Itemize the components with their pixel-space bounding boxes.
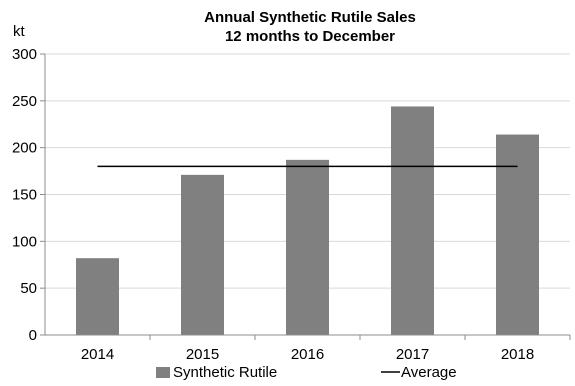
y-tick-label: 0 xyxy=(29,327,37,344)
y-tick-label: 250 xyxy=(12,93,37,110)
x-tick-label-2018: 2018 xyxy=(501,346,534,363)
legend: Synthetic Rutile Average xyxy=(156,364,457,381)
bar-2014 xyxy=(76,258,119,335)
bar-2018 xyxy=(496,134,539,335)
chart-title: Annual Synthetic Rutile Sales xyxy=(204,9,416,26)
x-tick-label-2015: 2015 xyxy=(186,346,219,363)
legend-label-average: Average xyxy=(401,364,457,381)
y-tick-label: 300 xyxy=(12,46,37,63)
bars xyxy=(76,106,539,335)
x-tick-label-2016: 2016 xyxy=(291,346,324,363)
axes: 0 50 100 150 200 250 300 2014 2015 2016 2017 2018 xyxy=(12,46,571,363)
y-tick-label: 100 xyxy=(12,233,37,250)
x-tick-label-2017: 2017 xyxy=(396,346,429,363)
legend-swatch-synthetic-rutile xyxy=(156,367,170,378)
bar-2016 xyxy=(286,159,329,335)
y-tick-label: 150 xyxy=(12,187,37,204)
x-tick-label-2014: 2014 xyxy=(81,346,114,363)
y-tick-label: 50 xyxy=(20,280,37,297)
y-tick-label: 200 xyxy=(12,140,37,157)
chart-subtitle: 12 months to December xyxy=(225,28,395,45)
bar-2015 xyxy=(181,174,224,335)
legend-label-synthetic-rutile: Synthetic Rutile xyxy=(173,364,277,381)
y-axis-unit-label: kt xyxy=(13,23,26,40)
bar-2017 xyxy=(391,106,434,335)
